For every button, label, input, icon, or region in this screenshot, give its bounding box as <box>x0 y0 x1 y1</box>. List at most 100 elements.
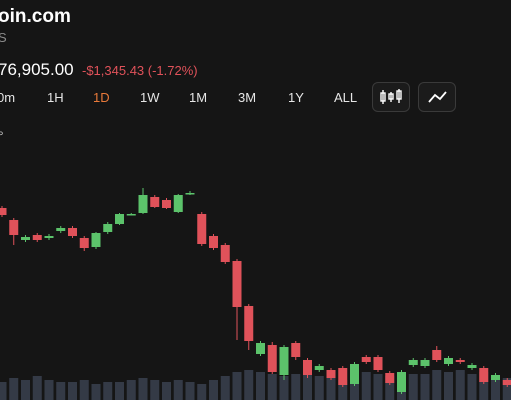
chart-label: ° <box>0 128 4 144</box>
candle-body <box>361 357 371 362</box>
candle-body <box>303 360 312 375</box>
candle-body <box>455 360 465 362</box>
candle-body <box>79 238 89 248</box>
volume-bar <box>232 372 242 400</box>
timeframe-button[interactable]: 1Y <box>288 90 304 105</box>
subtitle: S <box>0 30 7 45</box>
volume-bar <box>0 382 7 400</box>
candle-body <box>220 245 230 262</box>
candle-body <box>502 380 511 385</box>
candle-body <box>162 200 171 208</box>
volume-bar <box>103 382 113 400</box>
volume-bar <box>173 380 183 400</box>
volume-bar <box>21 380 30 400</box>
volume-bar <box>385 376 395 400</box>
volume-bar <box>32 376 42 400</box>
candle-body <box>314 366 324 370</box>
candle-body <box>126 214 136 216</box>
volume-bar <box>267 374 277 400</box>
candle-body <box>44 236 54 238</box>
volume-bar <box>314 376 324 400</box>
volume-bar <box>91 384 101 400</box>
candle-body <box>291 343 301 357</box>
candle-body <box>256 343 265 354</box>
candle-body <box>373 357 383 370</box>
volume-bar <box>138 378 148 400</box>
candle-body <box>385 373 395 383</box>
timeframe-button[interactable]: 1D <box>93 90 110 105</box>
candle-body <box>408 360 418 365</box>
line-icon <box>428 91 447 103</box>
timeframe-button[interactable]: 1M <box>189 90 208 105</box>
candlestick-toggle[interactable] <box>372 82 410 112</box>
volume-bar <box>361 372 371 400</box>
candle-body <box>197 214 207 244</box>
volume-bar <box>279 376 289 400</box>
candle-body <box>432 350 442 360</box>
timeframe-button[interactable]: 1H <box>47 90 64 105</box>
candle-body <box>467 365 477 368</box>
candle-body <box>0 208 7 215</box>
volume-bar <box>44 380 54 400</box>
volume-bar <box>197 384 207 400</box>
volume-bar <box>455 370 465 400</box>
candle-body <box>150 197 160 207</box>
volume-bar <box>326 378 336 400</box>
candle-body <box>244 306 254 341</box>
candle-body <box>338 368 348 385</box>
price: 76,905.00 <box>0 60 74 79</box>
volume-bar <box>373 374 383 400</box>
timeframe-button[interactable]: 1W <box>140 90 160 105</box>
volume-bar <box>467 374 477 400</box>
candle-body <box>115 214 124 224</box>
candle-body <box>21 237 30 240</box>
candle-body <box>267 345 277 372</box>
candle-body <box>444 358 453 364</box>
site-title: oin.com <box>0 6 71 27</box>
timeframe-button[interactable]: ALL <box>334 90 358 105</box>
candle-body <box>350 364 359 384</box>
candle-body <box>491 375 500 380</box>
volume-bar <box>162 382 171 400</box>
volume-bar <box>444 372 453 400</box>
candle-body <box>68 228 77 236</box>
candle-body <box>56 228 66 231</box>
volume-bar <box>79 380 89 400</box>
candle-body <box>91 233 101 247</box>
candle-body <box>326 370 336 378</box>
candle-body <box>209 236 218 248</box>
volume-bar <box>350 376 359 400</box>
price-change: -$1,345.43 (-1.72%) <box>82 63 198 78</box>
volume-bar <box>502 378 511 400</box>
candle-body <box>185 193 195 195</box>
timeframe-button[interactable]: 0m <box>0 90 16 105</box>
candle-body <box>32 235 42 240</box>
candle-body <box>479 368 489 382</box>
candle-body <box>173 195 183 212</box>
volume-bar <box>244 370 254 400</box>
volume-bar <box>432 370 442 400</box>
volume-bar <box>303 374 312 400</box>
volume-bar <box>68 382 77 400</box>
volume-bar <box>209 380 218 400</box>
candle-body <box>397 372 406 392</box>
volume-bar <box>408 374 418 400</box>
candle-body <box>9 220 19 235</box>
volume-bar <box>150 380 160 400</box>
volume-bar <box>291 374 301 400</box>
volume-bar <box>338 380 348 400</box>
volume-bar <box>56 382 66 400</box>
candle-body <box>138 195 148 213</box>
volume-bar <box>479 372 489 400</box>
candle-body <box>232 261 242 307</box>
volume-bar <box>126 380 136 400</box>
candle-icon <box>380 89 402 104</box>
volume-bar <box>420 374 430 400</box>
timeframe-button[interactable]: 3M <box>238 90 257 105</box>
volume-bar <box>220 376 230 400</box>
line-toggle[interactable] <box>418 82 456 112</box>
volume-bar <box>115 382 124 400</box>
volume-bar <box>185 382 195 400</box>
candle-body <box>420 360 430 366</box>
